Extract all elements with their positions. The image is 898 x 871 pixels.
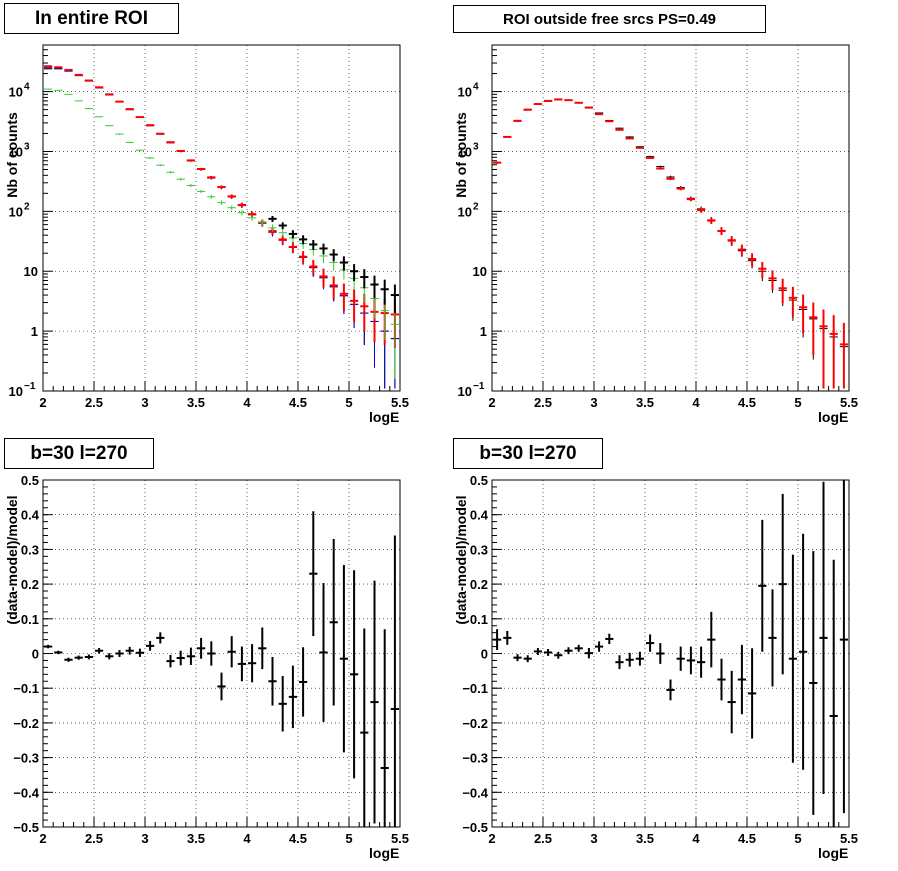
y-tick-label: 0 — [481, 647, 488, 662]
x-tick-label: 4.5 — [289, 395, 307, 410]
y-tick-exponent: −1 — [24, 381, 36, 392]
y-tick-label: −0.3 — [462, 751, 488, 766]
x-tick-label: 3.5 — [636, 395, 654, 410]
y-tick-label: 0.2 — [470, 577, 488, 592]
x-tick-label: 2 — [488, 831, 495, 846]
x-tick-label: 5.5 — [840, 831, 858, 846]
x-tick-label: 3 — [590, 395, 597, 410]
x-tick-label: 4 — [243, 395, 251, 410]
x-axis-label: logE — [369, 409, 399, 425]
y-tick-exponent: 3 — [473, 141, 479, 152]
x-tick-label: 5.5 — [840, 395, 858, 410]
y-tick-label: −0.2 — [462, 716, 488, 731]
x-tick-label: 5 — [794, 831, 801, 846]
x-axis-label: logE — [818, 409, 848, 425]
x-tick-label: 2.5 — [85, 831, 103, 846]
x-tick-label: 5 — [345, 831, 352, 846]
y-tick-label: −0.5 — [462, 820, 488, 835]
y-tick-label: 0.2 — [21, 577, 39, 592]
y-tick-label: 10 — [9, 144, 23, 159]
x-tick-label: 3 — [590, 831, 597, 846]
panel-title-bottom-left: b=30 l=270 — [4, 438, 154, 469]
x-axis-label: logE — [818, 845, 848, 861]
y-tick-label: 10 — [9, 85, 23, 100]
x-tick-label: 4 — [243, 831, 251, 846]
y-tick-label: 0.5 — [470, 473, 488, 488]
y-axis-label: Nb of counts — [4, 112, 20, 198]
y-axis-label: (data-model)/model — [453, 495, 469, 624]
y-tick-exponent: 3 — [24, 141, 30, 152]
panel-title-bottom-right: b=30 l=270 — [453, 438, 603, 469]
x-tick-label: 2 — [488, 395, 495, 410]
y-tick-label: 10 — [473, 264, 487, 279]
x-tick-label: 3.5 — [187, 395, 205, 410]
y-tick-label: 1 — [480, 324, 487, 339]
y-tick-label: 10 — [9, 384, 23, 399]
plot-area — [493, 98, 848, 389]
x-tick-label: 2 — [39, 395, 46, 410]
x-tick-label: 3 — [141, 831, 148, 846]
y-tick-exponent: −1 — [473, 381, 485, 392]
plot-frame — [491, 44, 850, 392]
x-tick-label: 3 — [141, 395, 148, 410]
y-tick-label: 10 — [458, 144, 472, 159]
y-tick-label: −0.2 — [13, 716, 39, 731]
y-tick-label: 10 — [458, 85, 472, 100]
y-tick-exponent: 2 — [24, 201, 30, 212]
panel-title-top-right: ROI outside free srcs PS=0.49 — [453, 5, 766, 33]
x-tick-label: 4.5 — [289, 831, 307, 846]
y-tick-label: 0.4 — [21, 508, 40, 523]
y-tick-exponent: 2 — [473, 201, 479, 212]
x-tick-label: 4 — [692, 831, 700, 846]
plot-frame — [42, 44, 401, 392]
x-tick-label: 2.5 — [534, 831, 552, 846]
x-tick-label: 4 — [692, 395, 700, 410]
x-tick-label: 4.5 — [738, 831, 756, 846]
y-tick-exponent: 4 — [24, 82, 30, 93]
y-tick-label: −0.1 — [462, 681, 488, 696]
x-tick-label: 2.5 — [85, 395, 103, 410]
y-tick-label: 10 — [24, 264, 38, 279]
y-tick-label: 0.5 — [21, 473, 39, 488]
x-tick-label: 5.5 — [391, 831, 409, 846]
y-tick-label: 10 — [458, 384, 472, 399]
y-tick-label: 10 — [458, 204, 472, 219]
panel-title-top-left: In entire ROI — [4, 3, 179, 34]
plot-area — [493, 480, 848, 827]
plot-frame — [491, 479, 850, 828]
y-axis-label: (data-model)/model — [4, 495, 20, 624]
y-tick-label: 1 — [31, 324, 38, 339]
y-tick-label: 0.3 — [21, 542, 39, 557]
y-tick-label: 0.1 — [470, 612, 488, 627]
x-tick-label: 2.5 — [534, 395, 552, 410]
plot-area — [44, 65, 399, 389]
y-tick-label: 0.1 — [21, 612, 39, 627]
y-tick-label: 0.3 — [470, 542, 488, 557]
y-tick-label: 10 — [9, 204, 23, 219]
x-tick-label: 5 — [345, 395, 352, 410]
y-tick-label: 0.4 — [470, 508, 489, 523]
y-tick-label: 0 — [32, 647, 39, 662]
x-tick-label: 3.5 — [187, 831, 205, 846]
x-axis-label: logE — [369, 845, 399, 861]
x-tick-label: 4.5 — [738, 395, 756, 410]
x-tick-label: 2 — [39, 831, 46, 846]
plot-frame — [42, 479, 401, 828]
x-tick-label: 3.5 — [636, 831, 654, 846]
y-tick-label: −0.1 — [13, 681, 39, 696]
y-tick-label: −0.3 — [13, 751, 39, 766]
y-tick-label: −0.4 — [13, 785, 39, 800]
x-tick-label: 5 — [794, 395, 801, 410]
x-tick-label: 5.5 — [391, 395, 409, 410]
y-tick-label: −0.5 — [13, 820, 39, 835]
y-axis-label: Nb of counts — [453, 112, 469, 198]
y-tick-exponent: 4 — [473, 82, 479, 93]
plot-area — [44, 511, 399, 827]
y-tick-label: −0.4 — [462, 785, 488, 800]
